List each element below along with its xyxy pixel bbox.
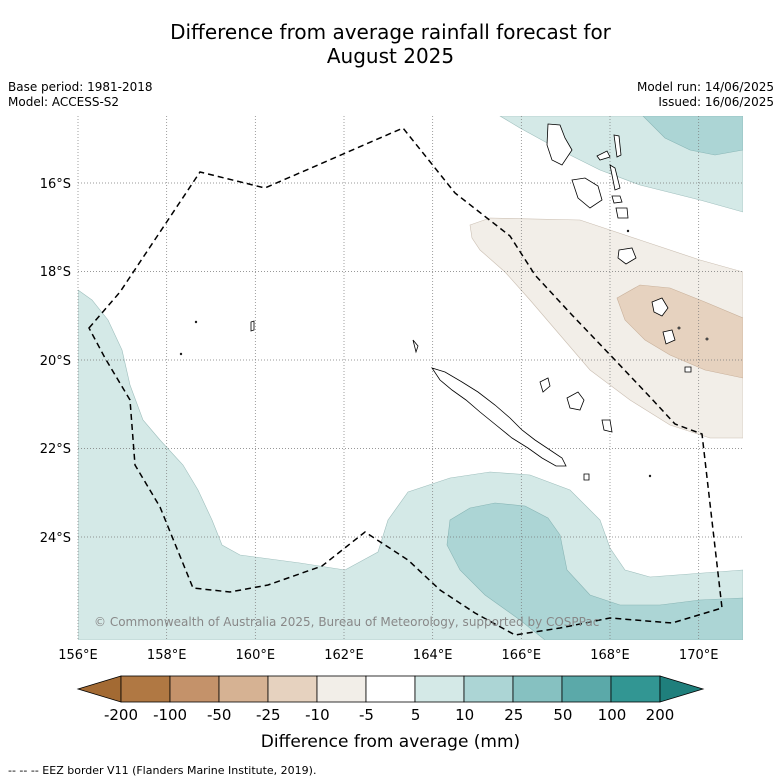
lon-tick-168: 168°E	[590, 648, 630, 663]
lon-tick-158: 158°E	[147, 648, 187, 663]
vanuatu-efate	[615, 207, 629, 219]
islet-dot-5	[648, 474, 652, 478]
cb-label-3: -25	[256, 706, 281, 724]
colorbar-swatch-4	[267, 675, 318, 703]
lat-tick-18: 18°S	[40, 265, 71, 280]
lon-tick-156: 156°E	[58, 648, 98, 663]
belep-islet	[412, 339, 419, 354]
base-period: Base period: 1981-2018	[8, 80, 153, 94]
colorbar-labels: -200 -100 -50 -25 -10 -5 5 10 25 50 100 …	[104, 706, 674, 724]
islet-dot-4	[705, 337, 709, 341]
map-panel: © Commonwealth of Australia 2025, Bureau…	[77, 116, 743, 640]
map-title: Difference from average rainfall forecas…	[0, 20, 781, 68]
eez-border	[88, 127, 723, 636]
lon-tick-166: 166°E	[502, 648, 542, 663]
vanuatu-tanna	[651, 297, 669, 317]
meta-right: Model run: 14/06/2025 Issued: 16/06/2025	[637, 80, 774, 110]
islet-dot-3	[677, 326, 681, 330]
colorbar: -200 -100 -50 -25 -10 -5 5 10 25 50 100 …	[76, 675, 705, 752]
colorbar-swatch-8	[463, 675, 514, 703]
lat-tick-20: 20°S	[40, 354, 71, 369]
islet-dot-6	[626, 229, 630, 233]
cb-label-11: 200	[646, 706, 675, 724]
colorbar-arrow-high	[659, 675, 705, 703]
lat-tick-22: 22°S	[40, 442, 71, 457]
longitude-axis: 156°E 158°E 160°E 162°E 164°E 166°E 168°…	[58, 648, 718, 663]
vanuatu-erromango	[617, 247, 637, 265]
meta-left: Base period: 1981-2018 Model: ACCESS-S2	[8, 80, 153, 110]
coastlines	[179, 123, 709, 481]
cb-label-8: 25	[504, 706, 523, 724]
cb-label-0: -200	[104, 706, 138, 724]
loyalty-island-1	[539, 377, 551, 393]
vanuatu-maewo	[613, 134, 622, 158]
vanuatu-espiritu-santo	[546, 123, 573, 166]
loyalty-island-2	[566, 391, 585, 411]
colorbar-swatches	[76, 675, 705, 703]
title-line-1: Difference from average rainfall forecas…	[170, 20, 611, 44]
cb-label-9: 50	[553, 706, 572, 724]
lon-tick-170: 170°E	[679, 648, 719, 663]
lat-tick-16: 16°S	[40, 177, 71, 192]
lon-tick-160: 160°E	[236, 648, 276, 663]
islet-east-1	[684, 366, 692, 373]
cb-label-7: 10	[455, 706, 474, 724]
vanuatu-epi	[611, 195, 623, 204]
model-run: Model run: 14/06/2025	[636, 80, 774, 94]
title-line-2: August 2025	[326, 44, 455, 68]
wet-region-west	[78, 289, 743, 640]
islet-dot-1	[194, 320, 198, 324]
map-gridlines	[77, 116, 743, 640]
colorbar-swatch-3	[218, 675, 269, 703]
loyalty-island-3	[601, 419, 613, 433]
latitude-axis: 16°S 18°S 20°S 22°S 24°S	[40, 177, 71, 546]
colorbar-swatch-5	[316, 675, 367, 703]
issued-date: Issued: 16/06/2025	[658, 95, 774, 109]
colorbar-swatch-2	[169, 675, 220, 703]
vanuatu-aneityum	[662, 329, 676, 345]
wetter-region-northeast	[642, 116, 743, 156]
dry-region-east	[469, 217, 743, 439]
model-name: Model: ACCESS-S2	[8, 95, 120, 109]
cb-label-6: 5	[411, 706, 421, 724]
vanuatu-malekula	[571, 177, 603, 209]
small-islet-south	[583, 473, 590, 481]
copyright-notice: © Commonwealth of Australia 2025, Bureau…	[94, 615, 599, 629]
vanuatu-pentecost	[609, 164, 621, 191]
cb-label-5: -5	[359, 706, 374, 724]
colorbar-swatch-1	[120, 675, 171, 703]
lon-tick-162: 162°E	[324, 648, 364, 663]
colorbar-swatch-11	[610, 675, 661, 703]
colorbar-title: Difference from average (mm)	[261, 732, 520, 752]
lon-tick-164: 164°E	[413, 648, 453, 663]
vanuatu-ambae	[596, 150, 611, 161]
lat-tick-24: 24°S	[40, 531, 71, 546]
colorbar-swatch-7	[414, 675, 465, 703]
drier-region-east	[616, 284, 743, 379]
cb-label-1: -100	[153, 706, 187, 724]
islet-west-1	[250, 320, 255, 332]
colorbar-swatch-6	[365, 675, 416, 703]
cb-label-10: 100	[598, 706, 627, 724]
cb-label-2: -50	[207, 706, 232, 724]
colorbar-arrow-low	[76, 675, 122, 703]
islet-dot-2	[179, 352, 183, 356]
colorbar-swatch-10	[561, 675, 612, 703]
colorbar-swatch-9	[512, 675, 563, 703]
eez-border-legend: -- -- -- EEZ border V11 (Flanders Marine…	[8, 764, 316, 777]
cb-label-4: -10	[305, 706, 330, 724]
new-caledonia-island	[431, 367, 567, 467]
